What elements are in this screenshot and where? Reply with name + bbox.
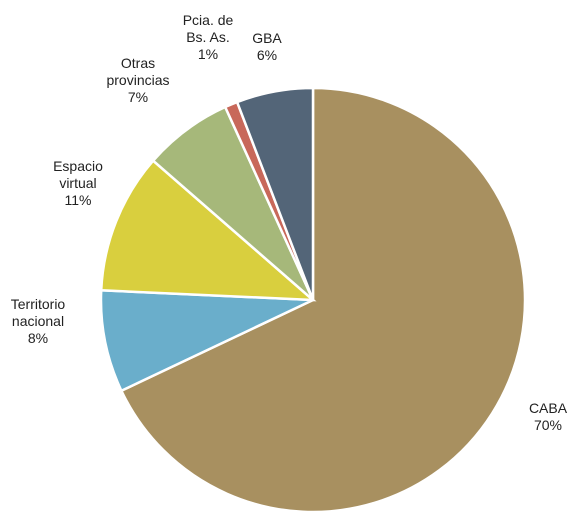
value-label: 1% (197, 46, 219, 62)
category-label: Pcia. de Bs. As. (182, 12, 234, 45)
value-label: 11% (64, 192, 92, 208)
value-label: 70% (533, 417, 563, 433)
value-label: 6% (256, 47, 278, 63)
category-label: Otras provincias (106, 55, 170, 88)
value-label: 8% (27, 330, 49, 346)
slice-label: Territorio nacional 8% (0, 296, 83, 347)
slice (119, 86, 527, 513)
category-label: Territorio nacional (10, 296, 66, 329)
slice (235, 86, 315, 301)
slice (99, 288, 314, 393)
category-label: GBA (252, 30, 282, 46)
slice-label: Otras provincias 7% (93, 55, 183, 106)
slice-label: GBA 6% (242, 30, 292, 64)
category-label: CABA (528, 400, 568, 416)
slice-label: Espacio virtual 11% (43, 158, 113, 209)
value-label: 7% (127, 89, 149, 105)
slice-label: CABA 70% (518, 400, 576, 434)
slice (99, 158, 317, 302)
category-label: Espacio virtual (53, 158, 103, 191)
slice-label: Pcia. de Bs. As. 1% (176, 12, 240, 63)
